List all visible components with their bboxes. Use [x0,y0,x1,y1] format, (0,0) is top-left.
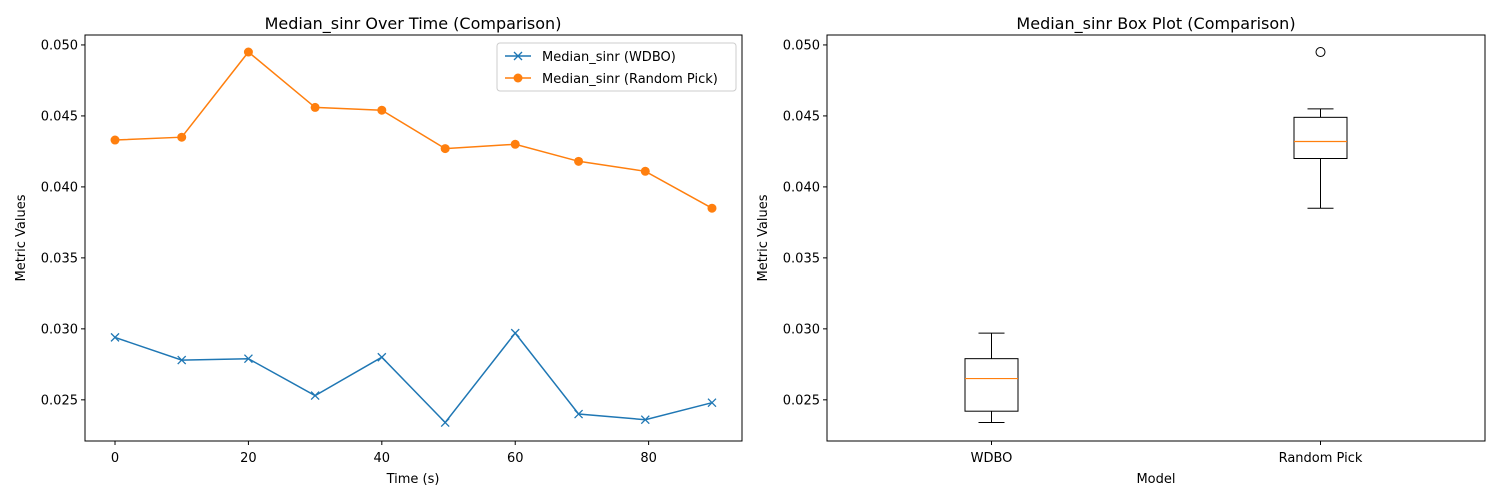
box-plot-x-axis-label: Model [1136,472,1175,487]
box-plot-y-tick-label: 0.050 [783,38,820,53]
box-plot-marks [964,47,1348,424]
box-plot-y-tick-label: 0.045 [783,109,820,124]
data-point-random-pick [243,47,253,57]
box-plot-title: Median_sinr Box Plot (Comparison) [1016,14,1295,34]
box-plot-panel: Median_sinr Box Plot (Comparison) WDBO Ra… [756,14,1486,487]
line-chart-y-tick-label: 0.045 [41,109,78,124]
interquartile-box [964,358,1019,412]
line-chart-legend: Median_sinr (WDBO) Median_sinr (Random P… [496,42,737,92]
box-plot-plot-area [827,35,1485,441]
line-chart-y-tick-label: 0.035 [41,251,78,266]
line-chart-y-tick-label: 0.030 [41,322,78,337]
interquartile-box [1293,116,1348,160]
box-plot-x-ticks: WDBO Random Pick [971,441,1363,466]
line-chart-plot-area [85,35,742,441]
series-line-random-pick [114,50,713,209]
data-point-random-pick [440,144,450,154]
data-point-wdbo [177,355,187,365]
box-plot-x-tick-label: Random Pick [1279,451,1363,466]
line-chart-x-tick-label: 20 [240,451,257,466]
box-plot-y-axis-label: Metric Values [756,194,771,281]
line-chart-panel: Median_sinr Over Time (Comparison) 0 20 40… [14,14,743,487]
line-chart-title: Median_sinr Over Time (Comparison) [265,14,562,34]
line-chart-x-tick-label: 40 [374,451,391,466]
series-line-wdbo [114,331,713,424]
box-plot-y-tick-label: 0.035 [783,251,820,266]
line-chart-x-tick-label: 60 [507,451,524,466]
data-point-wdbo [510,328,520,338]
line-chart-y-ticks: 0.025 0.030 0.035 0.040 0.045 0.050 [41,38,85,408]
data-point-wdbo [310,391,320,401]
box-plot-x-tick-label: WDBO [971,451,1013,466]
data-point-wdbo [574,409,584,419]
line-chart-y-axis-label: Metric Values [14,194,29,281]
data-point-random-pick [177,132,187,142]
data-point-random-pick [707,203,717,213]
box-plot-frame [826,34,1486,442]
box-plot-y-tick-label: 0.025 [783,393,820,408]
data-point-wdbo [707,398,717,408]
line-chart-x-tick-label: 80 [640,451,657,466]
data-point-random-pick [510,139,520,149]
box-plot-y-ticks: 0.025 0.030 0.035 0.040 0.045 0.050 [783,38,827,408]
data-point-random-pick [110,135,120,145]
legend-frame [496,42,737,92]
data-point-random-pick [377,105,387,115]
legend-marker-wdbo [513,51,523,61]
line-chart-x-tick-label: 0 [111,451,119,466]
line-chart-y-tick-label: 0.025 [41,393,78,408]
data-point-wdbo [440,418,450,428]
data-point-wdbo [110,332,120,342]
line-chart-marks [110,47,717,428]
data-point-wdbo [640,415,650,425]
box-wdbo [964,332,1019,424]
legend-label-wdbo: Median_sinr (WDBO) [542,50,676,65]
outlier-point [1315,47,1326,58]
data-point-wdbo [377,352,387,362]
data-point-random-pick [310,102,320,112]
legend-label-random-pick: Median_sinr (Random Pick) [542,72,718,87]
line-chart-y-tick-label: 0.040 [41,180,78,195]
line-chart-x-ticks: 0 20 40 60 80 [111,441,657,466]
data-point-random-pick [574,156,584,166]
line-chart-y-tick-label: 0.050 [41,38,78,53]
box-plot-y-tick-label: 0.030 [783,322,820,337]
box-plot-y-tick-label: 0.040 [783,180,820,195]
line-chart-frame [84,34,743,442]
data-point-random-pick [640,166,650,176]
line-chart-x-axis-label: Time (s) [386,472,440,487]
legend-marker-random-pick [513,73,523,83]
data-point-wdbo [243,354,253,364]
box-random-pick [1293,47,1348,209]
